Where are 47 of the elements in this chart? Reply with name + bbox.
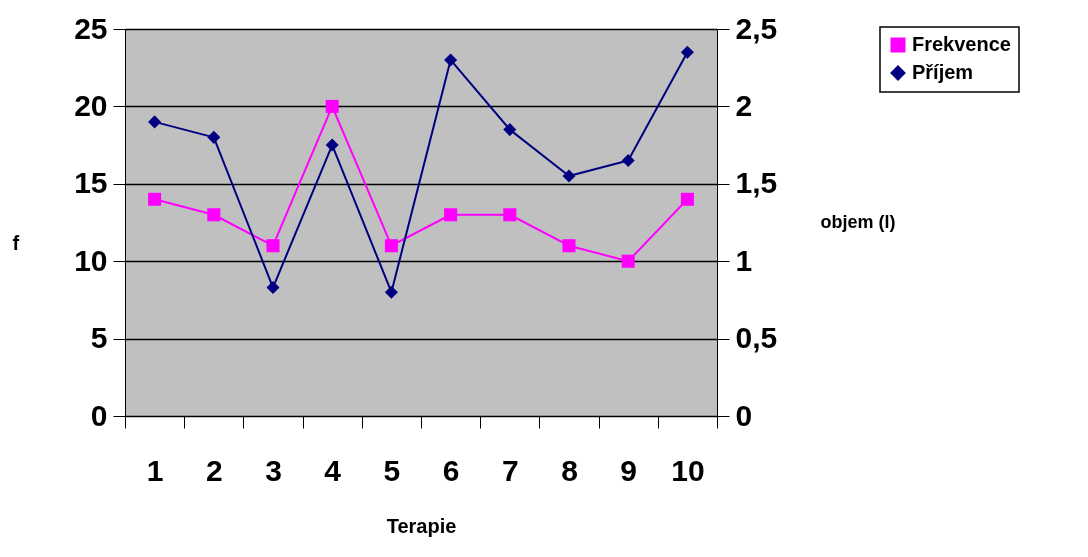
- y2-axis-title: objem (l): [820, 211, 896, 232]
- point: [384, 285, 398, 299]
- x-tick-label: 10: [671, 453, 705, 487]
- point: [503, 208, 517, 222]
- x-tick-label: 8: [561, 453, 578, 487]
- y2-tick-label: 0,5: [735, 321, 778, 355]
- legend-label: Příjem: [912, 61, 974, 83]
- y-axis-title: f: [12, 231, 20, 254]
- point: [680, 45, 694, 59]
- point: [680, 192, 694, 206]
- y-tick-label: 15: [74, 166, 108, 200]
- y-tick-label: 5: [90, 321, 108, 355]
- point: [503, 123, 517, 137]
- point: [148, 192, 162, 206]
- point: [207, 130, 221, 144]
- y-tick-label: 10: [74, 243, 108, 277]
- x-tick-label: 5: [383, 453, 401, 487]
- point: [325, 99, 339, 113]
- point: [562, 169, 576, 183]
- y2-tick-label: 1,5: [735, 166, 778, 200]
- y-tick-label: 0: [90, 398, 108, 432]
- point: [266, 281, 280, 295]
- x-tick-label: 1: [146, 453, 164, 487]
- point: [621, 154, 635, 168]
- x-tick-label: 2: [205, 453, 223, 487]
- x-tick-label: 3: [265, 453, 282, 487]
- point: [148, 115, 162, 129]
- point: [444, 208, 458, 222]
- y2-tick-label: 0: [735, 398, 753, 432]
- point: [384, 239, 398, 253]
- point: [325, 138, 339, 152]
- point: [207, 208, 221, 222]
- y2-tick-label: 2: [735, 88, 753, 122]
- x-axis-title: Terapie: [386, 514, 457, 537]
- point: [266, 239, 280, 253]
- x-tick-label: 7: [501, 453, 519, 487]
- legend-label: Frekvence: [912, 33, 1011, 55]
- point: [621, 254, 635, 268]
- x-tick-label: 9: [620, 453, 638, 487]
- y-tick-label: 20: [74, 88, 108, 122]
- point: [562, 239, 576, 253]
- point: [444, 53, 458, 67]
- x-tick-label: 4: [324, 453, 342, 487]
- y2-tick-label: 1: [735, 243, 753, 277]
- y2-tick-label: 2,5: [735, 11, 778, 45]
- x-tick-label: 6: [442, 453, 460, 487]
- y-tick-label: 25: [74, 11, 108, 45]
